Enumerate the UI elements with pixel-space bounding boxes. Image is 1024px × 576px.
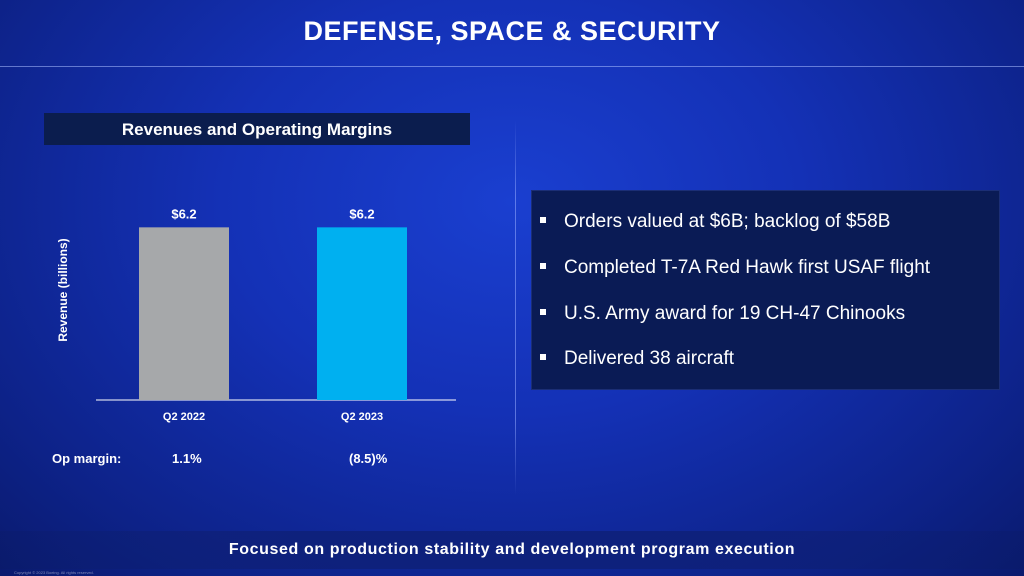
revenue-bar-chart: Revenue (billions) $6.2 Q2 2022 $6.2 Q2 202… [56,206,456,423]
bar-value-label: $6.2 [349,206,374,221]
title-bar: DEFENSE, SPACE & SECURITY [0,0,1024,66]
bullet-square-icon [540,309,546,315]
x-tick-label: Q2 2022 [163,411,205,423]
page-title: DEFENSE, SPACE & SECURITY [303,16,721,46]
title-divider [0,66,1024,67]
bars-layer: $6.2 Q2 2022 $6.2 Q2 2023 [139,206,407,423]
highlight-item: Orders valued at $6B; backlog of $58B [532,211,999,235]
highlights-panel: Orders valued at $6B; backlog of $58B Co… [531,190,1000,390]
y-axis-label: Revenue (billions) [56,238,70,341]
bullet-square-icon [540,217,546,223]
highlight-text: Delivered 38 aircraft [564,348,735,369]
highlight-item: U.S. Army award for 19 CH-47 Chinooks [532,303,999,327]
chart-panel-header: Revenues and Operating Margins [44,113,470,145]
footer-text: Focused on production stability and deve… [228,541,796,558]
highlight-text: Completed T-7A Red Hawk first USAF fligh… [564,257,931,278]
bullet-square-icon [540,354,546,360]
op-margin-label: Op margin: [52,451,122,466]
bar-value-label: $6.2 [171,206,196,221]
x-tick-label: Q2 2023 [341,411,383,423]
footer-banner: Focused on production stability and deve… [0,531,1024,569]
bar-q2-2022 [139,227,229,400]
bar-q2-2023 [317,227,407,400]
vertical-divider [515,120,516,495]
highlight-item: Completed T-7A Red Hawk first USAF fligh… [532,257,999,281]
op-margin-value-q2-2022: 1.1% [172,451,202,466]
op-margin-value-q2-2023: (8.5)% [349,451,388,466]
chart-title: Revenues and Operating Margins [121,120,393,139]
highlight-text: Orders valued at $6B; backlog of $58B [564,211,891,232]
copyright-notice: Copyright © 2023 Boeing. All rights rese… [14,570,94,575]
bullet-square-icon [540,263,546,269]
highlight-item: Delivered 38 aircraft [532,348,999,372]
highlight-text: U.S. Army award for 19 CH-47 Chinooks [564,303,906,324]
